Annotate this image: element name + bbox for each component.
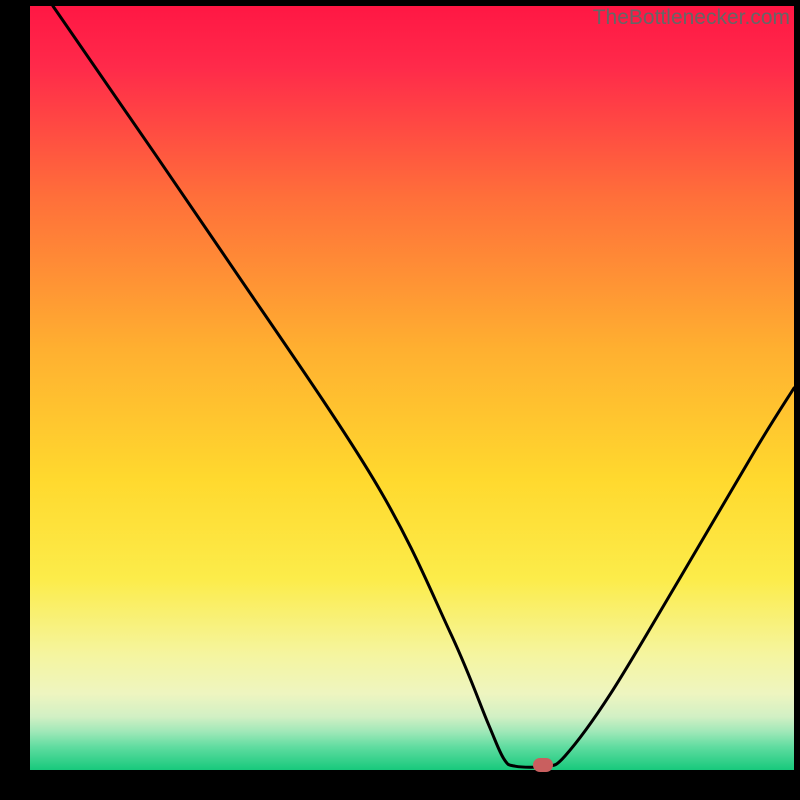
chart-frame: TheBottlenecker.com xyxy=(0,0,800,800)
bottleneck-curve xyxy=(53,6,794,767)
plot-area xyxy=(30,6,794,770)
curve-layer xyxy=(30,6,794,770)
watermark-text: TheBottlenecker.com xyxy=(593,6,790,30)
optimum-marker xyxy=(533,758,553,772)
